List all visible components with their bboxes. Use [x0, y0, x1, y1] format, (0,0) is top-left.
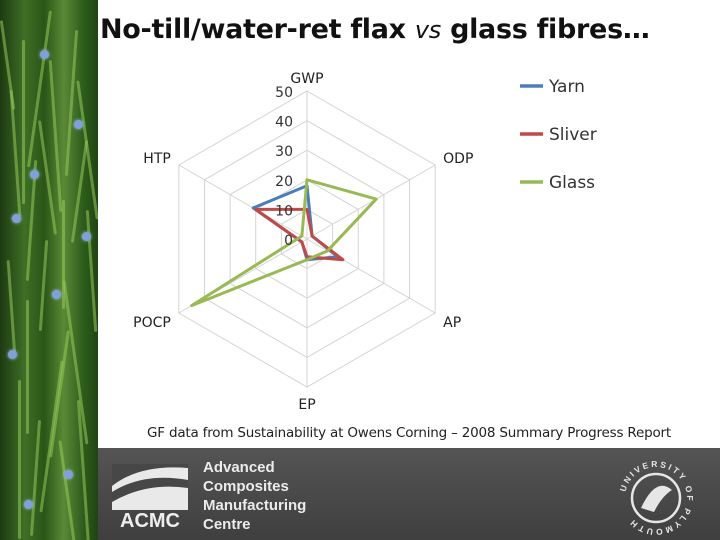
- footer-banner: ACMC Advanced Composites Manufacturing C…: [98, 448, 720, 540]
- grid-spoke-htp: [178, 164, 308, 240]
- grass-blade: [39, 360, 64, 513]
- series-point-sliver-gwp: [306, 208, 308, 211]
- series-point-glass-ep: [306, 258, 308, 261]
- series-point-glass-ap: [326, 250, 329, 252]
- tick-label-40: 40: [275, 115, 293, 131]
- org-name-line-2: Composites: [203, 478, 289, 495]
- flax-flower: [24, 500, 33, 509]
- grass-blade: [22, 40, 25, 204]
- org-name-line-4: Centre: [203, 516, 251, 533]
- seal-emblem: [641, 485, 672, 512]
- slide-title: No-till/water-ret flax vs glass fibres…: [100, 14, 716, 45]
- tick-label-50: 50: [275, 85, 293, 101]
- series-point-sliver-htp: [254, 208, 257, 211]
- flax-photo-strip: [0, 0, 98, 540]
- grass-blade: [58, 440, 77, 540]
- radar-series: [190, 178, 378, 308]
- grass-blade: [70, 140, 89, 243]
- grass-blade: [18, 380, 21, 539]
- legend-label-glass: Glass: [549, 173, 595, 193]
- axis-label-odp: ODP: [443, 151, 473, 167]
- tick-label-30: 30: [275, 144, 293, 160]
- axis-label-gwp: GWP: [290, 71, 323, 87]
- grass-blade: [26, 300, 29, 434]
- acmc-logo-wave-1: [112, 464, 188, 486]
- axis-label-ap: AP: [443, 315, 461, 331]
- axis-label-ep: EP: [298, 397, 315, 413]
- flax-flower: [30, 170, 39, 179]
- grass-blade: [85, 210, 98, 332]
- org-name-line-3: Manufacturing: [203, 497, 307, 514]
- title-part-1: No-till/water-ret flax: [100, 14, 415, 45]
- series-point-sliver-odp: [311, 235, 313, 237]
- grass-blade: [9, 90, 22, 217]
- org-name: Advanced Composites Manufacturing Centre: [203, 458, 306, 534]
- grass-blade: [27, 10, 52, 168]
- flax-flower: [64, 470, 73, 479]
- legend-label-sliver: Sliver: [549, 125, 597, 145]
- flax-flower: [52, 290, 61, 299]
- grass-blade: [6, 260, 17, 357]
- grass-blade: [64, 30, 79, 176]
- tick-label-0: 0: [284, 233, 293, 249]
- legend-label-yarn: Yarn: [548, 77, 585, 97]
- university-seal: UNIVERSITY OF PLYMOUTH: [618, 459, 693, 537]
- radar-chart: 0 10 20 30 40 50 GWP ODP AP EP POCP HTP Yarn Sliver…: [133, 71, 597, 413]
- series-point-glass-odp: [375, 198, 378, 200]
- axis-labels: GWP ODP AP EP POCP HTP: [133, 71, 473, 413]
- series-line-yarn: [251, 184, 340, 262]
- series-point-glass-pocp: [190, 304, 193, 307]
- acmc-logo: ACMC: [112, 464, 188, 530]
- grid-spoke-odp: [306, 164, 436, 240]
- tick-label-10: 10: [275, 203, 293, 219]
- radial-tick-labels: 0 10 20 30 40 50: [275, 85, 293, 249]
- flax-flower: [40, 50, 49, 59]
- legend: Yarn Sliver Glass: [520, 77, 597, 193]
- tick-label-20: 20: [275, 174, 293, 190]
- series-point-glass-htp: [301, 235, 303, 237]
- flax-flower: [74, 120, 83, 129]
- org-name-line-1: Advanced: [203, 459, 275, 476]
- series-point-sliver-ep: [306, 255, 308, 258]
- title-vs: vs: [414, 16, 441, 44]
- flax-flower: [82, 232, 91, 241]
- axis-label-htp: HTP: [143, 151, 171, 167]
- grass-blade: [62, 200, 65, 309]
- radar-grid: [178, 90, 436, 388]
- seal-ring: [630, 472, 682, 524]
- series-point-yarn-htp: [252, 207, 254, 209]
- series-point-sliver-pocp: [301, 241, 303, 243]
- grass-blade: [62, 280, 89, 445]
- flax-flower: [8, 350, 17, 359]
- grass-blade: [29, 420, 42, 536]
- grass-blade: [38, 240, 49, 331]
- title-part-2: glass fibres…: [440, 14, 650, 45]
- flax-flower: [12, 214, 21, 223]
- series-point-sliver-ap: [342, 258, 344, 261]
- acmc-logo-wave-2: [112, 477, 188, 502]
- source-caption: GF data from Sustainability at Owens Cor…: [147, 425, 671, 441]
- axis-label-pocp: POCP: [133, 315, 171, 331]
- series-point-glass-gwp: [306, 179, 308, 181]
- acmc-logo-text: ACMC: [120, 510, 180, 530]
